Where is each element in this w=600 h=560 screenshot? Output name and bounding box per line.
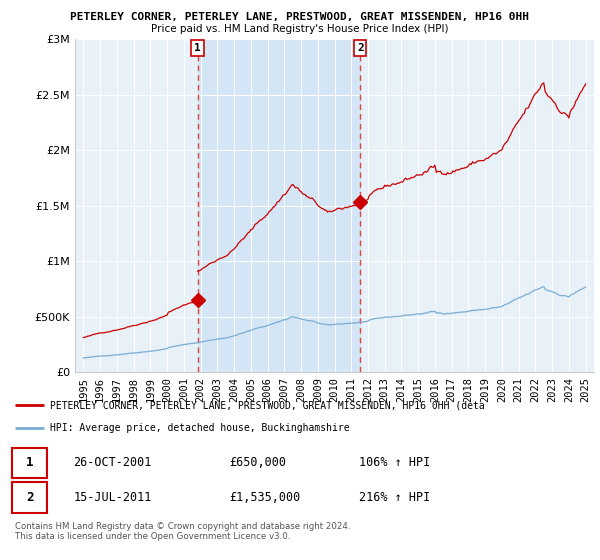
Text: 15-JUL-2011: 15-JUL-2011 bbox=[74, 491, 152, 504]
Text: 2: 2 bbox=[26, 491, 33, 504]
Text: 216% ↑ HPI: 216% ↑ HPI bbox=[359, 491, 430, 504]
Text: £650,000: £650,000 bbox=[229, 456, 286, 469]
FancyBboxPatch shape bbox=[12, 483, 47, 513]
Text: PETERLEY CORNER, PETERLEY LANE, PRESTWOOD, GREAT MISSENDEN, HP16 0HH (deta: PETERLEY CORNER, PETERLEY LANE, PRESTWOO… bbox=[50, 400, 485, 410]
Bar bbox=[197, 39, 360, 372]
Text: 1: 1 bbox=[26, 456, 33, 469]
Text: £1,535,000: £1,535,000 bbox=[229, 491, 301, 504]
Text: HPI: Average price, detached house, Buckinghamshire: HPI: Average price, detached house, Buck… bbox=[50, 423, 350, 433]
Text: Contains HM Land Registry data © Crown copyright and database right 2024.
This d: Contains HM Land Registry data © Crown c… bbox=[15, 522, 350, 542]
Text: Price paid vs. HM Land Registry's House Price Index (HPI): Price paid vs. HM Land Registry's House … bbox=[151, 24, 449, 34]
Text: 1: 1 bbox=[194, 43, 201, 53]
FancyBboxPatch shape bbox=[12, 447, 47, 478]
Text: 106% ↑ HPI: 106% ↑ HPI bbox=[359, 456, 430, 469]
Text: PETERLEY CORNER, PETERLEY LANE, PRESTWOOD, GREAT MISSENDEN, HP16 0HH: PETERLEY CORNER, PETERLEY LANE, PRESTWOO… bbox=[71, 12, 530, 22]
Text: 26-OCT-2001: 26-OCT-2001 bbox=[74, 456, 152, 469]
Text: 2: 2 bbox=[357, 43, 364, 53]
